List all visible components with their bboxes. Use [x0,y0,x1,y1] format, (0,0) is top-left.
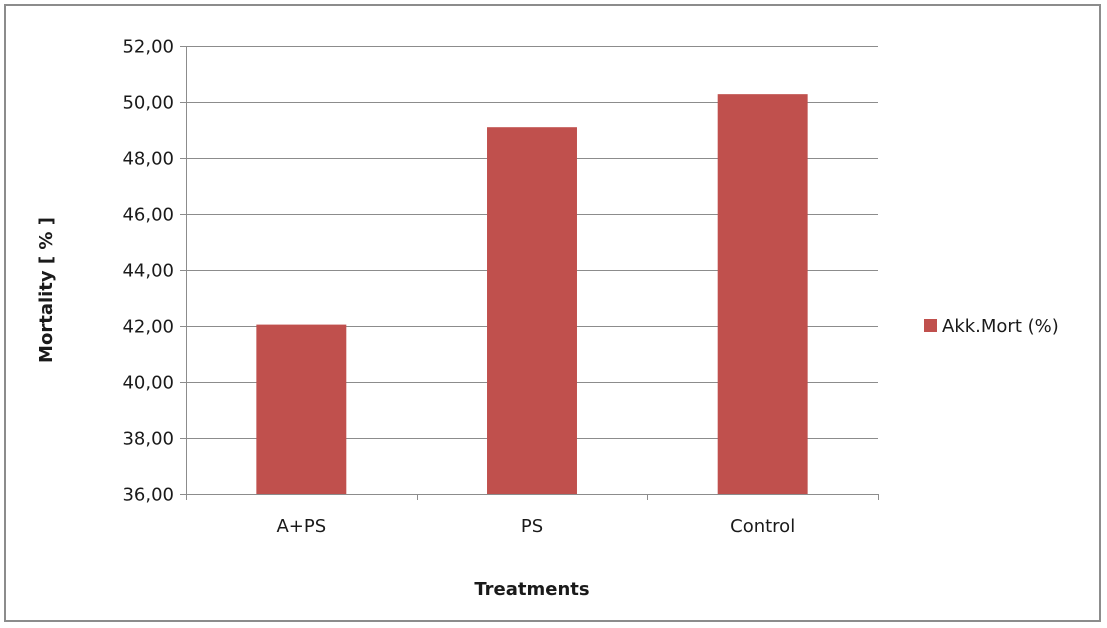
chart-frame: 36,00 38,00 40,00 42,00 44,00 46,00 48,00 50,00… [4,4,1101,622]
y-tick-label: 52,00 [122,37,174,58]
bar [487,127,577,494]
bar [717,94,808,494]
axes [180,46,879,500]
y-tick-label: 44,00 [122,261,174,282]
bar-chart: 36,00 38,00 40,00 42,00 44,00 46,00 48,00 50,00… [36,37,1059,601]
y-tick-label: 40,00 [122,373,174,394]
x-tick-label: Control [730,516,795,537]
y-tick-labels: 36,00 38,00 40,00 42,00 44,00 46,00 48,00 50,00… [122,37,174,506]
legend-label: Akk.Mort (%) [942,316,1059,337]
y-axis-title: Mortality [ % ] [36,217,57,363]
bar [256,324,347,494]
y-tick-label: 42,00 [122,317,174,338]
y-tick-label: 48,00 [122,149,174,170]
y-tick-label: 50,00 [122,93,174,114]
legend: Akk.Mort (%) [924,316,1059,337]
y-tick-label: 38,00 [122,429,174,450]
legend-swatch [924,319,937,332]
x-axis-title: Treatments [474,579,589,600]
y-tick-label: 36,00 [122,485,174,506]
x-tick-label: PS [521,516,543,537]
x-tick-label: A+PS [276,516,326,537]
x-tick-labels: A+PS PS Control [276,516,795,537]
y-tick-label: 46,00 [122,205,174,226]
bars [256,94,808,494]
